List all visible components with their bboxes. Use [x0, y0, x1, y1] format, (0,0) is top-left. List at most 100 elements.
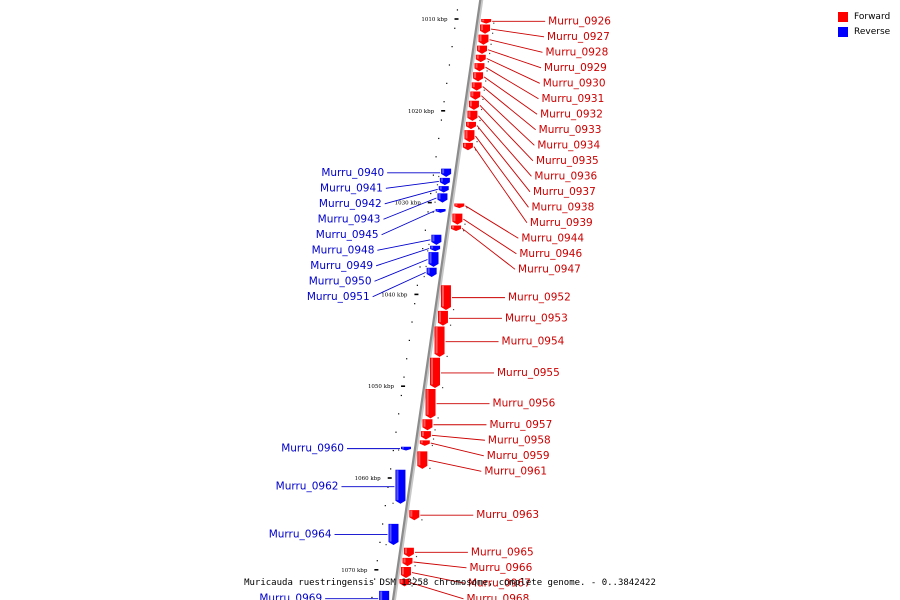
gene-highlight [482, 19, 485, 22]
tick-label: 1010 kbp [421, 17, 448, 23]
gene-highlight [404, 548, 407, 554]
tick-label: 1060 kbp [355, 476, 382, 482]
minor-tick [432, 174, 434, 176]
gene-arrow [462, 142, 477, 151]
gene-body [462, 142, 473, 151]
gene-arrow [425, 252, 439, 268]
gene-label: Murru_0930 [543, 77, 606, 89]
gene-arrow [437, 310, 452, 326]
gene-end-marker [415, 555, 418, 558]
gene-label: Murru_0936 [534, 170, 597, 182]
gene-end-marker [442, 387, 444, 389]
gene-leader-line [428, 459, 482, 472]
gene-label: Murru_0935 [536, 155, 599, 167]
gene-highlight [479, 35, 482, 42]
gene-highlight [401, 567, 404, 575]
gene-end-marker [486, 70, 488, 72]
gene-arrow [379, 590, 390, 600]
gene-labels: Murru_0926 Murru_0927 Murru_0928 Murru_0929… [259, 15, 611, 600]
gene-leader-line [431, 434, 485, 441]
gene-label: Murru_0939 [530, 217, 593, 229]
gene-arrow [440, 285, 455, 311]
gene-end-marker [487, 61, 489, 63]
gene-highlight [421, 431, 424, 436]
gene-label: Murru_0952 [508, 292, 571, 304]
gene-leader-line [483, 76, 538, 115]
minor-tick [454, 27, 456, 29]
tick-label: 1020 kbp [408, 109, 435, 115]
gene-body [464, 130, 475, 143]
gene-label: Murru_0961 [484, 465, 547, 477]
gene-body [467, 110, 478, 121]
gene-body [475, 54, 486, 63]
gene-highlight [427, 268, 430, 274]
gene-leader-line [465, 205, 519, 239]
gene-highlight [380, 591, 383, 600]
minor-tick [411, 321, 413, 323]
gene-end-marker [427, 250, 429, 252]
gene-leader-line [485, 66, 539, 100]
minor-tick [443, 101, 445, 103]
gene-highlight [439, 186, 442, 190]
gene-highlight [420, 440, 423, 444]
gene-arrow [434, 326, 448, 358]
gene-arrow [467, 110, 481, 122]
gene-body [417, 451, 428, 469]
gene-arrow [417, 451, 431, 470]
gene-end-marker [449, 324, 452, 326]
gene-arrow [466, 121, 480, 130]
minor-tick [414, 303, 416, 305]
gene-leader-line [372, 271, 426, 298]
gene-end-marker [483, 89, 485, 91]
forward-swatch [838, 11, 848, 22]
major-tick [441, 110, 446, 112]
gene-body [426, 267, 437, 277]
gene-body [403, 547, 414, 557]
minor-tick [422, 248, 424, 250]
minor-tick [438, 137, 440, 140]
gene-arrow [468, 100, 483, 111]
minor-tick [392, 449, 394, 452]
gene-end-marker [429, 467, 431, 470]
gene-label: Murru_0958 [488, 434, 551, 446]
gene-label: Murru_0960 [281, 443, 344, 455]
gene-arrow [478, 34, 492, 45]
gene-end-marker [434, 201, 436, 203]
gene-arrow [451, 225, 465, 232]
gene-arrow [481, 19, 495, 24]
gene-body [477, 45, 488, 54]
gene-highlight [410, 510, 413, 517]
gene-end-marker [397, 449, 400, 451]
gene-body [439, 177, 450, 186]
gene-arrow [438, 168, 452, 178]
gene-label: Murru_0950 [309, 275, 372, 287]
gene-leader-line [489, 39, 543, 53]
minor-tick [424, 229, 426, 231]
gene-arrow [428, 234, 442, 246]
scale-ticks: 1010 kbp 1020 kbp 1030 kbp 1040 kbp 1050 kbp… [341, 9, 459, 599]
gene-arrow [464, 130, 478, 143]
gene-label: Murru_0941 [320, 182, 383, 194]
gene-label: Murru_0929 [544, 62, 607, 74]
gene-end-marker [428, 243, 430, 246]
gene-leader-line [481, 95, 535, 146]
gene-arrow [475, 54, 489, 63]
gene-leader-line [384, 188, 438, 205]
minor-tick [398, 413, 400, 415]
gene-highlight [465, 130, 468, 139]
gene-body [422, 419, 433, 431]
gene-end-marker [438, 175, 440, 178]
minor-tick [390, 468, 392, 470]
gene-arrow [399, 578, 413, 587]
gene-end-marker [434, 429, 436, 431]
gene-label: Murru_0927 [547, 31, 610, 43]
gene-end-marker [411, 585, 413, 587]
legend-item-reverse: Reverse [838, 24, 890, 39]
gene-arrow [385, 523, 399, 546]
minor-tick [384, 505, 386, 507]
gene-body [419, 440, 430, 446]
gene-highlight [389, 524, 392, 542]
gene-label: Murru_0955 [497, 367, 560, 379]
gene-arrow [392, 469, 406, 504]
gene-end-marker [466, 207, 468, 209]
